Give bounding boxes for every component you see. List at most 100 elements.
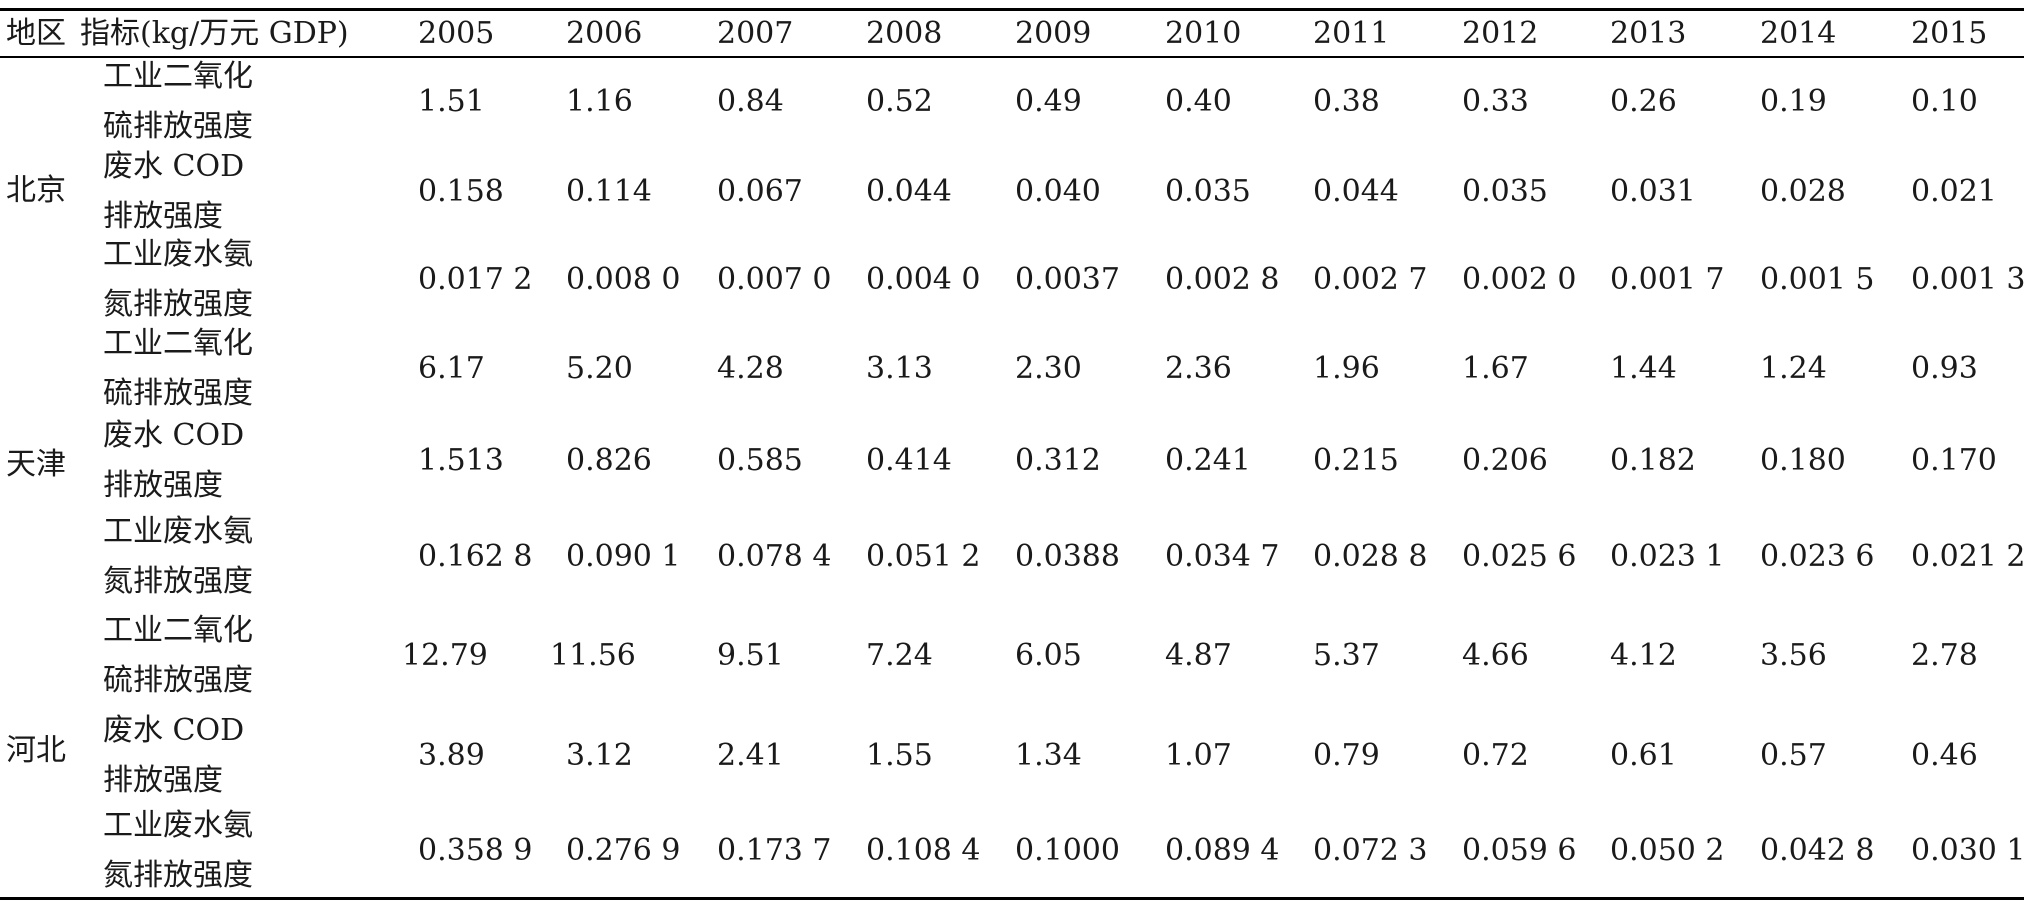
table-cell: 0.044 [1313,174,1399,209]
table-cell: 0.414 [866,443,952,478]
table-cell: 0.826 [566,443,652,478]
header-year: 2015 [1911,16,1988,51]
table-cell: 0.93 [1911,351,1978,386]
indicator-label: 工业废水氨 [103,808,253,843]
table-cell: 0.182 [1610,443,1696,478]
table-cell: 0.004 0 [866,262,981,297]
table-cell: 0.215 [1313,443,1399,478]
table-cell: 0.044 [866,174,952,209]
table-cell: 12.79 [402,638,488,673]
table-cell: 5.20 [566,351,633,386]
header-year: 2013 [1610,16,1687,51]
table-cell: 0.040 [1015,174,1101,209]
header-indicator: 指标(kg/万元 GDP) [80,16,349,51]
header-year: 2006 [566,16,643,51]
table-cell: 3.12 [566,738,633,773]
indicator-label: 工业二氧化 [103,326,253,361]
table-cell: 0.007 0 [717,262,832,297]
table-cell: 0.028 [1760,174,1846,209]
table-cell: 0.042 8 [1760,833,1875,868]
table-cell: 1.16 [566,84,633,119]
table-cell: 0.61 [1610,738,1677,773]
indicator-label: 工业二氧化 [103,613,253,648]
table-cell: 1.44 [1610,351,1677,386]
table-cell: 0.072 3 [1313,833,1428,868]
indicator-label: 工业废水氨 [103,514,253,549]
table-cell: 0.40 [1165,84,1232,119]
header-year: 2005 [418,16,495,51]
header-rule [0,56,2024,58]
table-cell: 1.34 [1015,738,1082,773]
table-cell: 2.30 [1015,351,1082,386]
table-cell: 0.021 2 [1911,539,2024,574]
table-cell: 0.067 [717,174,803,209]
table-cell: 0.19 [1760,84,1827,119]
header-year: 2014 [1760,16,1837,51]
table-cell: 6.05 [1015,638,1082,673]
header-year: 2011 [1313,16,1390,51]
indicator-label: 硫排放强度 [103,109,253,144]
table-cell: 0.002 0 [1462,262,1577,297]
table-cell: 0.173 7 [717,833,832,868]
indicator-label: 工业废水氨 [103,237,253,272]
table-cell: 0.276 9 [566,833,681,868]
indicator-label: 排放强度 [103,199,223,234]
table-cell: 0.241 [1165,443,1251,478]
table-cell: 0.46 [1911,738,1978,773]
table-cell: 7.24 [866,638,933,673]
table-cell: 0.52 [866,84,933,119]
table-cell: 0.1000 [1015,833,1120,868]
table-cell: 4.28 [717,351,784,386]
table-cell: 0.023 1 [1610,539,1725,574]
table-cell: 0.0388 [1015,539,1120,574]
table-cell: 0.008 0 [566,262,681,297]
table-cell: 0.017 2 [418,262,533,297]
table-cell: 3.89 [418,738,485,773]
table-cell: 0.158 [418,174,504,209]
table-cell: 0.051 2 [866,539,981,574]
table-cell: 0.002 7 [1313,262,1428,297]
region-label: 北京 [6,173,66,208]
table-cell: 4.12 [1610,638,1677,673]
table-cell: 0.035 [1462,174,1548,209]
table-cell: 1.96 [1313,351,1380,386]
table-cell: 11.56 [550,638,636,673]
header-year: 2010 [1165,16,1242,51]
table-cell: 0.38 [1313,84,1380,119]
bottom-rule [0,897,2024,900]
indicator-label: 硫排放强度 [103,663,253,698]
top-rule [0,8,2024,11]
table-cell: 2.36 [1165,351,1232,386]
table-cell: 0.050 2 [1610,833,1725,868]
table-cell: 0.0037 [1015,262,1120,297]
table-cell: 0.162 8 [418,539,533,574]
table-cell: 1.67 [1462,351,1529,386]
table-cell: 0.059 6 [1462,833,1577,868]
header-year: 2012 [1462,16,1539,51]
table-cell: 0.26 [1610,84,1677,119]
table-cell: 1.07 [1165,738,1232,773]
indicator-label: 氮排放强度 [103,564,253,599]
table-cell: 0.030 1 [1911,833,2024,868]
table-cell: 0.206 [1462,443,1548,478]
header-region: 地区 [6,16,66,51]
table-cell: 2.78 [1911,638,1978,673]
table-cell: 0.170 [1911,443,1997,478]
table-cell: 0.001 3 [1911,262,2024,297]
table-cell: 1.24 [1760,351,1827,386]
table-cell: 3.13 [866,351,933,386]
table-cell: 0.021 [1911,174,1997,209]
header-year: 2008 [866,16,943,51]
indicator-label: 废水 COD [103,149,245,184]
table-cell: 0.585 [717,443,803,478]
table-cell: 0.028 8 [1313,539,1428,574]
table-cell: 0.089 4 [1165,833,1280,868]
table-cell: 3.56 [1760,638,1827,673]
table-cell: 9.51 [717,638,784,673]
table-cell: 5.37 [1313,638,1380,673]
indicator-label: 工业二氧化 [103,59,253,94]
header-year: 2009 [1015,16,1092,51]
table-cell: 0.001 5 [1760,262,1875,297]
table-cell: 0.57 [1760,738,1827,773]
table-cell: 0.79 [1313,738,1380,773]
